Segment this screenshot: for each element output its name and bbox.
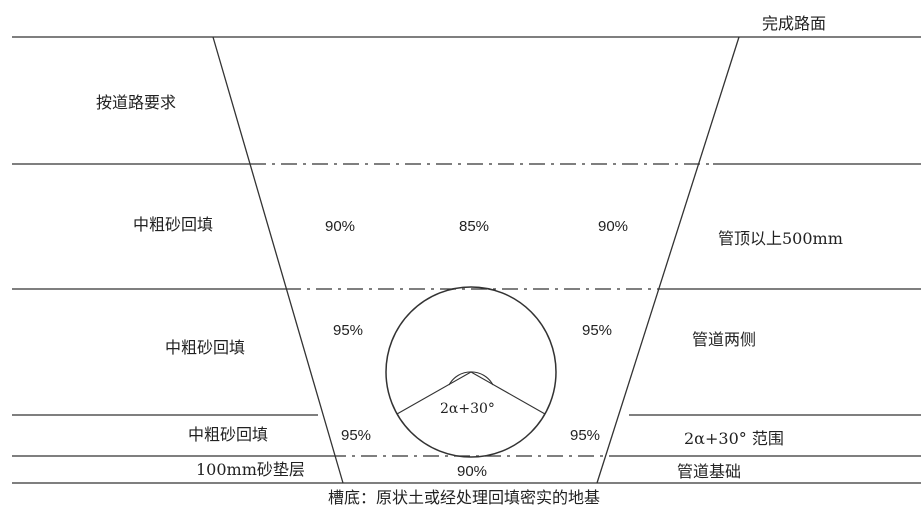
support-angle-label: 2α+30° bbox=[440, 401, 495, 417]
trench-bottom-caption: 槽底：原状土或经处理回填密实的地基 bbox=[328, 488, 601, 507]
compaction-lower-left: 95% bbox=[341, 427, 372, 444]
compaction-upper-center: 85% bbox=[459, 218, 490, 235]
sand-cushion-label: 100mm砂垫层 bbox=[196, 460, 305, 479]
compaction-upper-left: 90% bbox=[325, 218, 356, 235]
road-surface-label: 完成路面 bbox=[762, 14, 827, 33]
compaction-mid-left: 95% bbox=[333, 322, 364, 339]
trench-left-slope bbox=[212, 36, 344, 484]
trench-right-slope bbox=[596, 36, 740, 484]
pipe-top-label: 管顶以上500mm bbox=[718, 229, 843, 248]
range-label: 2α+30° 范围 bbox=[684, 429, 784, 448]
angle-line-left bbox=[396, 371, 472, 415]
compaction-lower-right: 95% bbox=[570, 427, 601, 444]
road-requirement-label: 按道路要求 bbox=[96, 93, 177, 112]
pipe-sides-label: 管道两侧 bbox=[692, 330, 757, 349]
compaction-upper-right: 90% bbox=[598, 218, 629, 235]
compaction-mid-right: 95% bbox=[582, 322, 613, 339]
fill-lower-label: 中粗砂回填 bbox=[188, 425, 269, 444]
angle-arc bbox=[448, 371, 494, 386]
fill-mid-label: 中粗砂回填 bbox=[165, 338, 246, 357]
angle-line-right bbox=[470, 371, 546, 415]
fill-upper-label: 中粗砂回填 bbox=[133, 215, 214, 234]
compaction-base-center: 90% bbox=[457, 463, 488, 480]
pipe-circle bbox=[385, 286, 557, 458]
pipe-base-label: 管道基础 bbox=[677, 462, 742, 481]
